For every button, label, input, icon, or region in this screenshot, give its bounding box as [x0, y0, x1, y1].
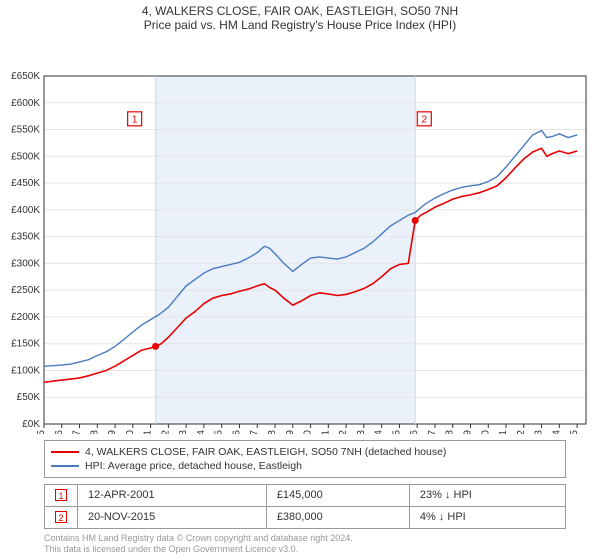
svg-text:2021: 2021 [498, 430, 509, 434]
svg-text:£400K: £400K [11, 205, 40, 216]
svg-text:£650K: £650K [11, 71, 40, 82]
chart-svg: £0K £50K £100K £150K £200K £250K £300K £350K £40… [0, 34, 600, 434]
svg-text:2008: 2008 [267, 430, 278, 434]
annotation-marker: 1 [55, 489, 67, 501]
legend-swatch [51, 451, 79, 453]
svg-text:1: 1 [132, 114, 138, 125]
svg-text:2005: 2005 [214, 430, 225, 434]
annotation-date: 20-NOV-2015 [78, 506, 267, 528]
chart-subtitle: Price paid vs. HM Land Registry's House … [0, 18, 600, 32]
annotation-marker-cell: 2 [45, 506, 78, 528]
svg-text:2023: 2023 [534, 430, 545, 434]
annotation-row: 1 12-APR-2001£145,00023% ↓ HPI [45, 484, 566, 506]
annotations-table: 1 12-APR-2001£145,00023% ↓ HPI 2 20-NOV-201… [44, 484, 566, 529]
annotation-delta: 23% ↓ HPI [409, 484, 565, 506]
svg-text:1997: 1997 [72, 430, 83, 434]
attribution-footer: Contains HM Land Registry data © Crown c… [44, 533, 566, 556]
svg-text:2018: 2018 [445, 430, 456, 434]
svg-text:2019: 2019 [462, 430, 473, 434]
svg-text:£300K: £300K [11, 258, 40, 269]
legend-swatch [51, 465, 79, 467]
svg-text:2006: 2006 [231, 430, 242, 434]
svg-text:2002: 2002 [160, 430, 171, 434]
svg-text:2010: 2010 [303, 430, 314, 434]
svg-text:£450K: £450K [11, 178, 40, 189]
svg-text:2013: 2013 [356, 430, 367, 434]
svg-text:2012: 2012 [338, 430, 349, 434]
legend-row: 4, WALKERS CLOSE, FAIR OAK, EASTLEIGH, S… [51, 445, 559, 459]
chart-plot-area: £0K £50K £100K £150K £200K £250K £300K £350K £40… [0, 34, 600, 436]
legend-row: HPI: Average price, detached house, East… [51, 459, 559, 473]
chart-title-block: 4, WALKERS CLOSE, FAIR OAK, EASTLEIGH, S… [0, 0, 600, 34]
svg-text:2: 2 [422, 114, 428, 125]
svg-text:£0K: £0K [22, 419, 40, 430]
annotation-date: 12-APR-2001 [78, 484, 267, 506]
svg-text:£600K: £600K [11, 98, 40, 109]
svg-text:2015: 2015 [391, 430, 402, 434]
svg-text:2009: 2009 [285, 430, 296, 434]
annotation-marker-cell: 1 [45, 484, 78, 506]
svg-text:2017: 2017 [427, 430, 438, 434]
svg-text:2004: 2004 [196, 430, 207, 434]
svg-text:£350K: £350K [11, 232, 40, 243]
legend-label: 4, WALKERS CLOSE, FAIR OAK, EASTLEIGH, S… [85, 446, 446, 458]
chart-title: 4, WALKERS CLOSE, FAIR OAK, EASTLEIGH, S… [0, 4, 600, 18]
svg-text:£50K: £50K [17, 392, 41, 403]
annotation-price: £380,000 [266, 506, 409, 528]
footer-line-2: This data is licensed under the Open Gov… [44, 544, 566, 556]
svg-text:£150K: £150K [11, 339, 40, 350]
svg-text:2011: 2011 [320, 430, 331, 434]
svg-text:2000: 2000 [125, 430, 136, 434]
svg-text:1996: 1996 [54, 430, 65, 434]
svg-text:2003: 2003 [178, 430, 189, 434]
legend-label: HPI: Average price, detached house, East… [85, 460, 302, 472]
chart-legend: 4, WALKERS CLOSE, FAIR OAK, EASTLEIGH, S… [44, 440, 566, 478]
footer-line-1: Contains HM Land Registry data © Crown c… [44, 533, 566, 545]
svg-text:2001: 2001 [143, 430, 154, 434]
svg-text:£550K: £550K [11, 125, 40, 136]
svg-text:£200K: £200K [11, 312, 40, 323]
svg-text:1995: 1995 [36, 430, 47, 434]
svg-text:2014: 2014 [374, 430, 385, 434]
annotation-marker: 2 [55, 511, 67, 523]
svg-text:1998: 1998 [89, 430, 100, 434]
svg-text:2025: 2025 [569, 430, 580, 434]
svg-text:2016: 2016 [409, 430, 420, 434]
svg-text:2024: 2024 [551, 430, 562, 434]
svg-text:2020: 2020 [480, 430, 491, 434]
svg-text:£250K: £250K [11, 285, 40, 296]
svg-text:2022: 2022 [516, 430, 527, 434]
annotation-price: £145,000 [266, 484, 409, 506]
svg-text:1999: 1999 [107, 430, 118, 434]
svg-text:2007: 2007 [249, 430, 260, 434]
svg-text:£500K: £500K [11, 151, 40, 162]
svg-text:£100K: £100K [11, 365, 40, 376]
annotation-row: 2 20-NOV-2015£380,0004% ↓ HPI [45, 506, 566, 528]
annotation-delta: 4% ↓ HPI [409, 506, 565, 528]
